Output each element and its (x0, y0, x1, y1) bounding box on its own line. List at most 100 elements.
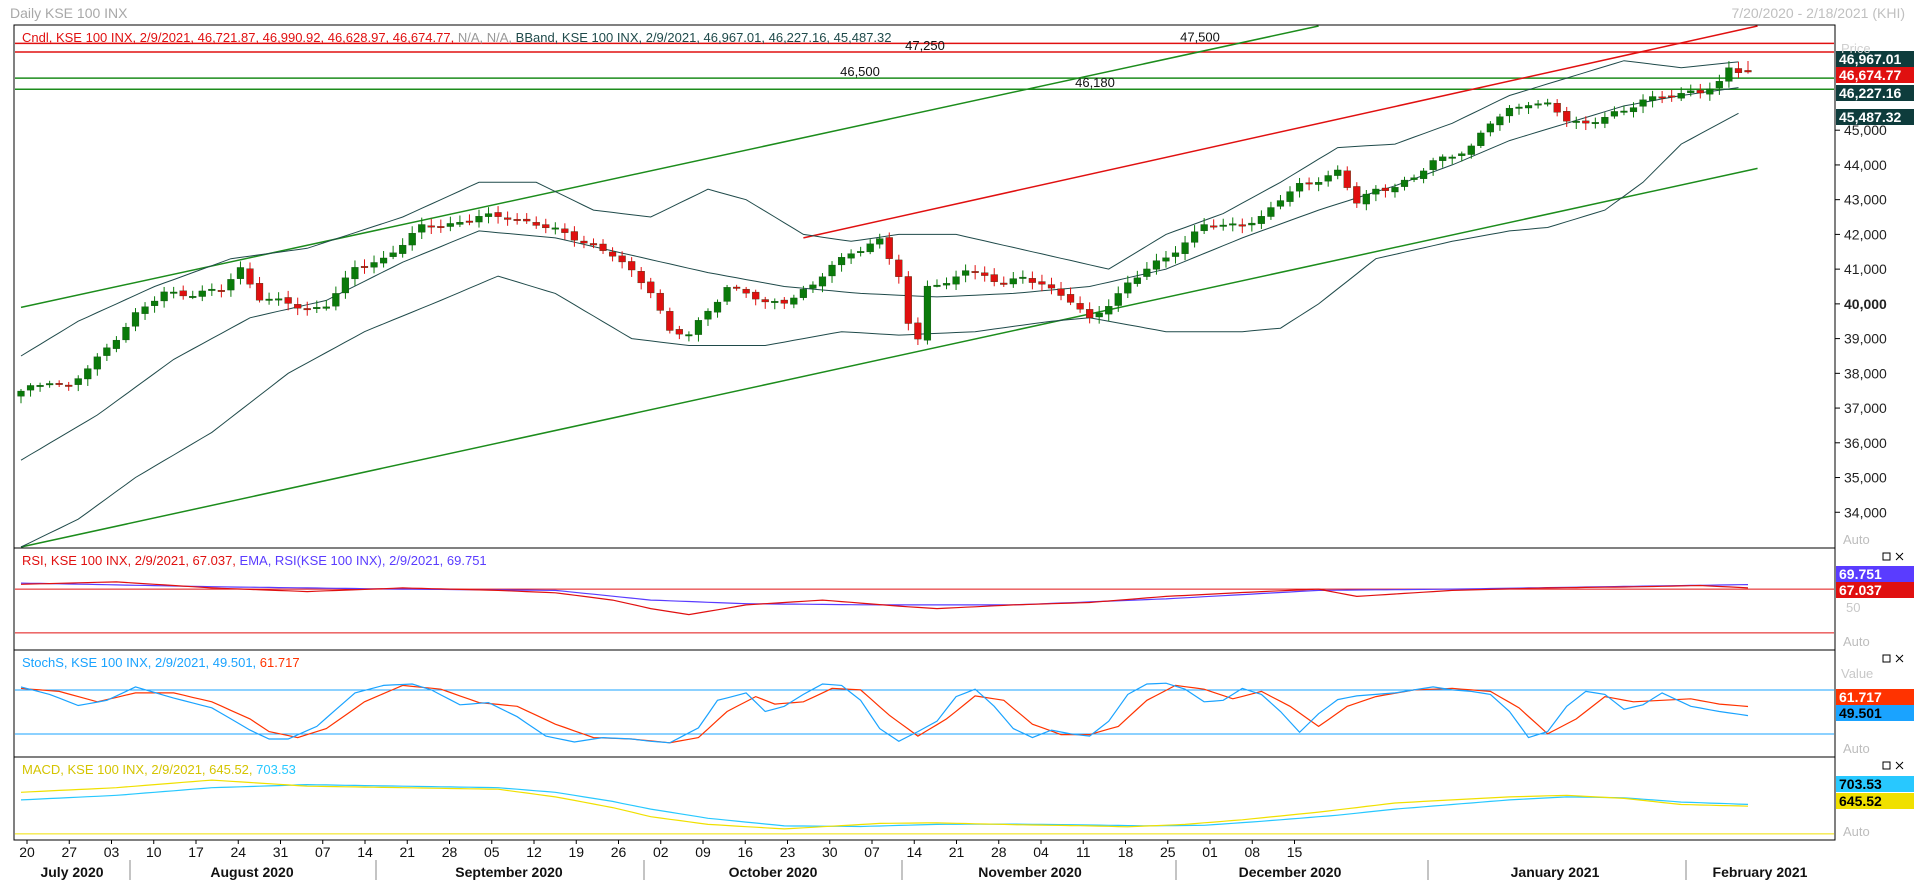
candle[interactable] (1171, 246, 1180, 264)
candle[interactable] (656, 289, 664, 314)
candle[interactable] (1372, 185, 1380, 202)
candle[interactable] (93, 353, 101, 376)
rsi-close-icon[interactable] (1882, 552, 1904, 561)
candle[interactable] (904, 271, 912, 331)
candle[interactable] (1620, 105, 1628, 116)
candle[interactable] (713, 299, 722, 318)
candle[interactable] (847, 249, 855, 264)
candle[interactable] (1601, 112, 1609, 129)
candle[interactable] (790, 294, 798, 309)
candle[interactable] (942, 277, 951, 290)
macd-auto-button[interactable]: Auto (1843, 824, 1870, 839)
candle[interactable] (1114, 286, 1122, 312)
candle[interactable] (122, 322, 130, 343)
candle[interactable] (332, 286, 340, 311)
candle[interactable] (1000, 276, 1008, 287)
candle[interactable] (914, 317, 922, 346)
candle[interactable] (322, 300, 330, 311)
candle[interactable] (1458, 151, 1466, 162)
candle[interactable] (1553, 99, 1561, 117)
candle[interactable] (1448, 154, 1456, 165)
candle[interactable] (809, 281, 817, 293)
candle[interactable] (1076, 296, 1084, 313)
candle[interactable] (542, 218, 550, 234)
candle[interactable] (427, 218, 435, 235)
candle[interactable] (103, 343, 111, 361)
candle[interactable] (1649, 90, 1657, 108)
candle[interactable] (694, 317, 703, 342)
candle[interactable] (418, 217, 426, 240)
candle[interactable] (484, 207, 493, 224)
candle[interactable] (1658, 91, 1666, 104)
candle[interactable] (465, 214, 474, 226)
candle[interactable] (1133, 270, 1141, 287)
candle[interactable] (1687, 84, 1695, 97)
candle[interactable] (532, 216, 540, 229)
candle[interactable] (1038, 274, 1046, 292)
candle[interactable] (952, 270, 960, 290)
candle[interactable] (1467, 143, 1475, 159)
candle[interactable] (1544, 98, 1552, 107)
channel-line-green_upper[interactable] (20, 25, 1319, 309)
candle[interactable] (1410, 174, 1418, 183)
candle[interactable] (876, 233, 884, 249)
candle[interactable] (799, 285, 807, 301)
candle[interactable] (990, 268, 998, 287)
candle[interactable] (1229, 217, 1237, 232)
candle[interactable] (1677, 87, 1685, 102)
candle[interactable] (227, 273, 235, 297)
candle[interactable] (1668, 89, 1676, 102)
candle[interactable] (1200, 218, 1208, 235)
candle[interactable] (933, 279, 941, 288)
candle[interactable] (666, 307, 674, 334)
candle[interactable] (1563, 106, 1571, 127)
candle[interactable] (55, 380, 63, 387)
candle[interactable] (1477, 130, 1485, 149)
candle[interactable] (1238, 218, 1246, 234)
candle[interactable] (570, 226, 578, 247)
candle[interactable] (36, 382, 44, 392)
candle[interactable] (1439, 154, 1447, 168)
candle[interactable] (1210, 219, 1218, 230)
candle[interactable] (647, 277, 655, 299)
candle[interactable] (65, 381, 73, 391)
candle[interactable] (351, 260, 359, 286)
candle[interactable] (1248, 217, 1256, 232)
candle[interactable] (1257, 210, 1265, 229)
candle[interactable] (1047, 277, 1056, 295)
candle[interactable] (26, 383, 35, 397)
candle[interactable] (1315, 177, 1323, 192)
candle[interactable] (1124, 275, 1132, 299)
candle[interactable] (246, 262, 254, 289)
candle[interactable] (1572, 116, 1580, 130)
candle[interactable] (1515, 103, 1523, 115)
candle[interactable] (141, 302, 149, 320)
stoch-close-icon[interactable] (1882, 654, 1904, 663)
candle[interactable] (923, 280, 932, 345)
candle[interactable] (1009, 272, 1017, 288)
candle[interactable] (17, 388, 25, 404)
candle[interactable] (275, 292, 283, 306)
candle[interactable] (189, 290, 197, 300)
candle[interactable] (1639, 94, 1647, 114)
channel-line-red[interactable] (803, 25, 1758, 239)
candle[interactable] (1505, 105, 1514, 123)
candle[interactable] (637, 267, 645, 290)
candle[interactable] (389, 245, 397, 260)
candle[interactable] (408, 226, 416, 251)
candle[interactable] (255, 276, 264, 303)
candle[interactable] (599, 239, 607, 254)
candle[interactable] (981, 266, 989, 282)
candle[interactable] (1706, 82, 1714, 101)
candle[interactable] (618, 251, 626, 269)
candle[interactable] (1696, 83, 1704, 99)
candle[interactable] (628, 257, 636, 277)
candle[interactable] (1295, 177, 1304, 198)
candle[interactable] (761, 296, 769, 309)
candle[interactable] (437, 219, 445, 233)
candle[interactable] (46, 380, 54, 388)
candle[interactable] (475, 209, 483, 228)
candle[interactable] (1057, 281, 1065, 301)
candle[interactable] (1143, 262, 1151, 280)
candle[interactable] (1715, 74, 1723, 95)
